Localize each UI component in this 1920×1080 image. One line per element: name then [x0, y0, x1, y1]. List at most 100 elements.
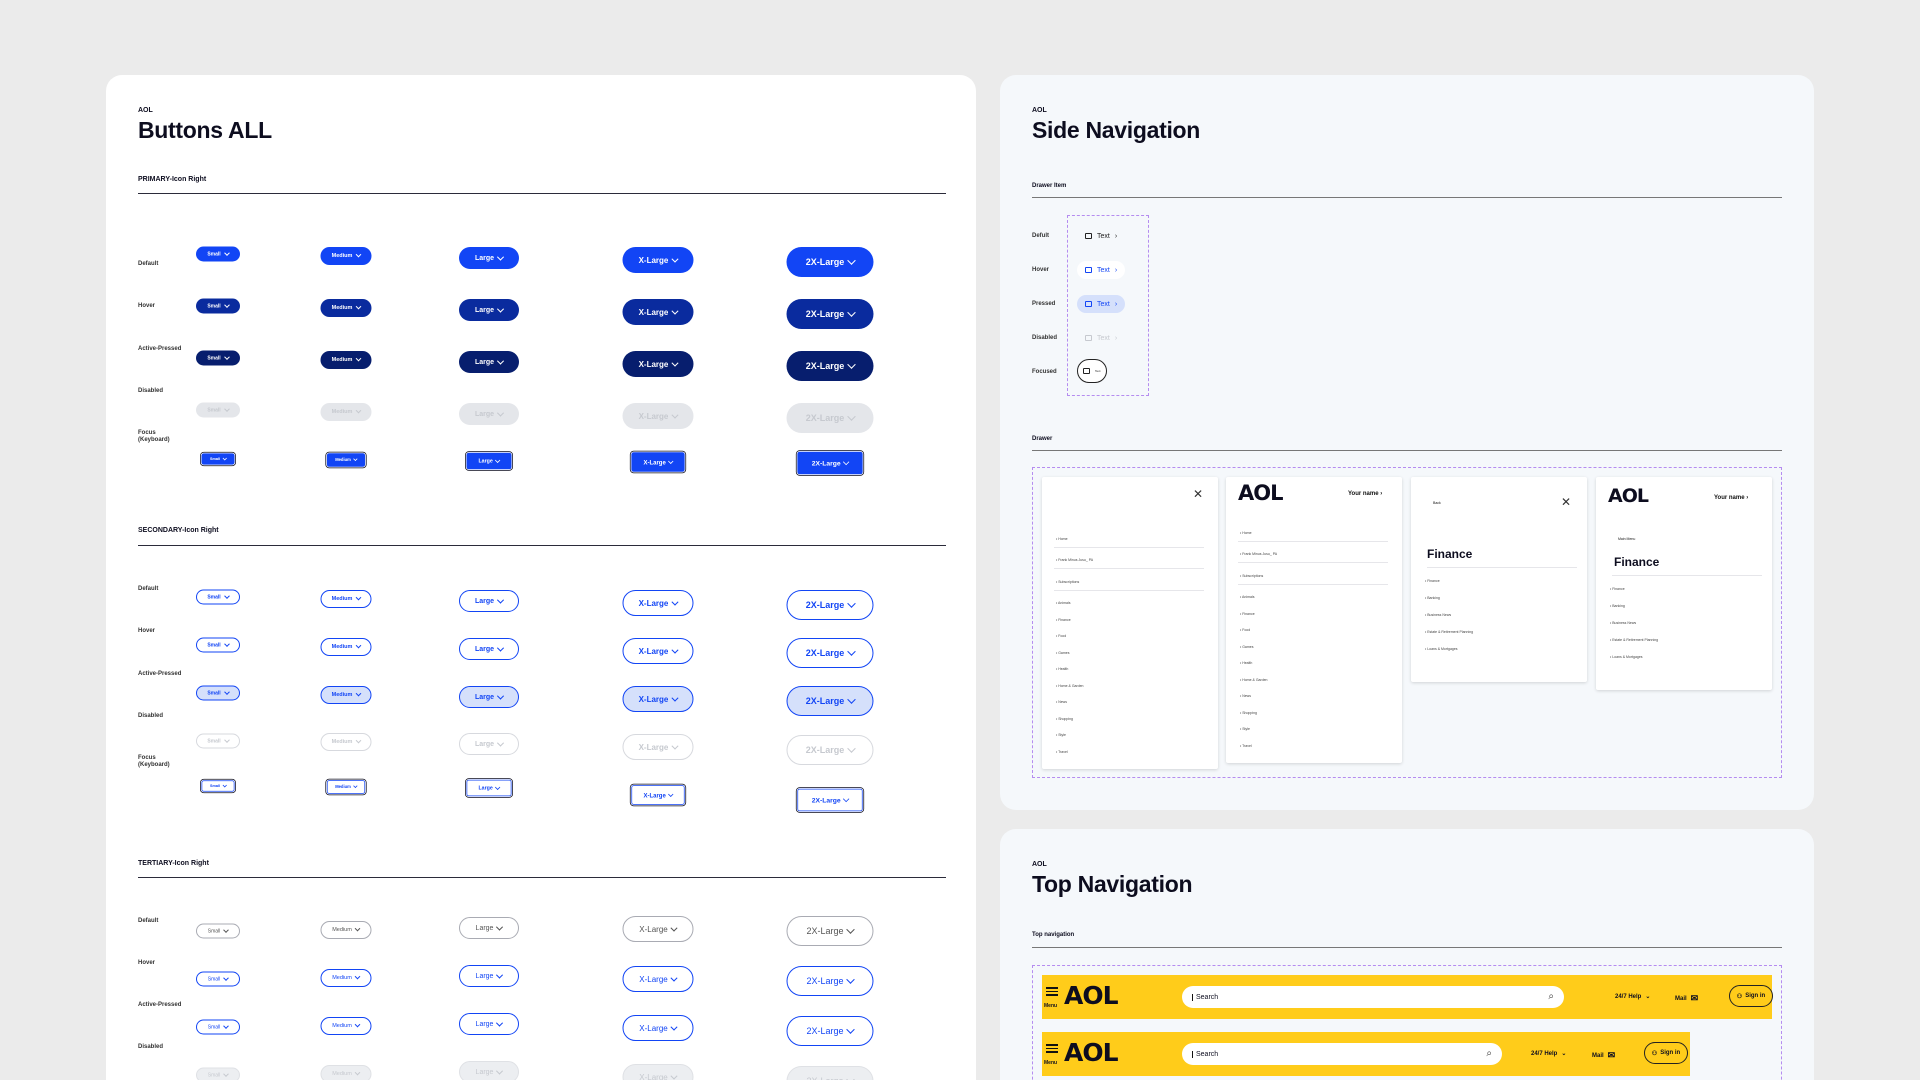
sec-hover-large-button[interactable]: Large — [459, 638, 519, 660]
search-icon[interactable]: ⌕ — [1486, 1048, 1492, 1059]
sec-hover-small-button[interactable]: Small — [196, 637, 240, 653]
drawer-list-item[interactable]: • Shopping — [1240, 710, 1257, 715]
main-menu-link[interactable]: Main Menu — [1618, 537, 1636, 541]
pri-default-large-button[interactable]: Large — [459, 247, 519, 269]
ter-default-2x-large-button[interactable]: 2X-Large — [786, 916, 874, 946]
drawer-list-item[interactable]: • Estate & Retirement Planning — [1610, 638, 1659, 642]
ter-default-x-large-button[interactable]: X-Large — [622, 916, 694, 942]
aol-logo[interactable]: AOL — [1608, 485, 1649, 507]
help-menu[interactable]: 24/7 Help ⌄ — [1615, 993, 1650, 1001]
drawer-list-item[interactable]: • Banking — [1610, 604, 1625, 608]
close-icon[interactable]: ✕ — [1193, 487, 1204, 501]
ter-default-small-button[interactable]: Small — [196, 923, 240, 939]
pri-hover-large-button[interactable]: Large — [459, 299, 519, 321]
pri-default-2x-large-button[interactable]: 2X-Large — [786, 247, 874, 277]
pri-hover-2x-large-button[interactable]: 2X-Large — [786, 299, 874, 329]
pri-focus-small-button[interactable]: Small — [200, 451, 236, 467]
drawer-list-item[interactable]: • Subscriptions — [1240, 573, 1264, 578]
drawer-list-item[interactable]: • Style — [1240, 727, 1250, 732]
sec-active-x-large-button[interactable]: X-Large — [622, 686, 694, 712]
back-link[interactable]: Back — [1433, 501, 1441, 505]
drawer-list-item[interactable]: • Games — [1056, 650, 1070, 655]
drawer-list-item[interactable]: • News — [1240, 694, 1251, 699]
pri-active-medium-button[interactable]: Medium — [320, 351, 372, 369]
search-input[interactable]: Search ⌕ — [1182, 986, 1564, 1008]
ter-hover-x-large-button[interactable]: X-Large — [622, 966, 694, 992]
drawer-list-item[interactable]: • Animals — [1240, 595, 1255, 600]
sec-default-small-button[interactable]: Small — [196, 589, 240, 605]
ter-active-medium-button[interactable]: Medium — [320, 1017, 372, 1035]
drawer-list-item[interactable]: • Home & Garden — [1056, 683, 1084, 688]
drawer-item-focused[interactable]: Text — [1077, 359, 1107, 383]
drawer-item-defult[interactable]: Text › — [1077, 227, 1125, 245]
your-name-menu[interactable]: Your name › — [1714, 495, 1749, 501]
sec-active-medium-button[interactable]: Medium — [320, 686, 372, 704]
sign-in-button[interactable]: ⚇ Sign in — [1729, 985, 1773, 1007]
drawer-list-item[interactable]: • Home — [1056, 537, 1068, 541]
sec-focus-small-button[interactable]: Small — [200, 778, 236, 794]
ter-active-2x-large-button[interactable]: 2X-Large — [786, 1016, 874, 1046]
sign-in-button[interactable]: ⚇ Sign in — [1644, 1042, 1688, 1064]
ter-default-medium-button[interactable]: Medium — [320, 921, 372, 939]
sec-hover-medium-button[interactable]: Medium — [320, 638, 372, 656]
drawer-list-item[interactable]: • Finance — [1610, 587, 1625, 591]
sec-hover-x-large-button[interactable]: X-Large — [622, 638, 694, 664]
ter-hover-2x-large-button[interactable]: 2X-Large — [786, 966, 874, 996]
drawer-list-item[interactable]: • Loans & Mortgages — [1425, 647, 1458, 651]
sec-default-medium-button[interactable]: Medium — [320, 590, 372, 608]
pri-active-small-button[interactable]: Small — [196, 350, 240, 366]
mail-link[interactable]: Mail ✉ — [1675, 993, 1698, 1004]
drawer-list-item[interactable]: • News — [1056, 700, 1067, 705]
pri-default-medium-button[interactable]: Medium — [320, 247, 372, 265]
ter-active-small-button[interactable]: Small — [196, 1019, 240, 1035]
drawer-list-item[interactable]: • Finance — [1425, 579, 1440, 583]
pri-focus-2x-large-button[interactable]: 2X-Large — [795, 450, 865, 476]
drawer-list-item[interactable]: • Finance — [1056, 617, 1071, 622]
pri-default-x-large-button[interactable]: X-Large — [622, 247, 694, 273]
sec-focus-2x-large-button[interactable]: 2X-Large — [795, 787, 865, 813]
ter-hover-medium-button[interactable]: Medium — [320, 969, 372, 987]
aol-logo[interactable]: AOL — [1064, 981, 1119, 1010]
aol-logo[interactable]: AOL — [1238, 481, 1283, 505]
sec-focus-medium-button[interactable]: Medium — [325, 778, 367, 796]
drawer-list-item[interactable]: • Estate & Retirement Planning — [1425, 630, 1474, 634]
drawer-list-item[interactable]: • Animals — [1056, 601, 1071, 606]
drawer-list-item[interactable]: • Business News — [1610, 621, 1637, 625]
drawer-list-item[interactable]: • Business News — [1425, 613, 1452, 617]
sec-active-small-button[interactable]: Small — [196, 685, 240, 701]
mail-link[interactable]: Mail ✉ — [1592, 1050, 1615, 1061]
drawer-item-hover[interactable]: Text › — [1077, 261, 1126, 279]
drawer-list-item[interactable]: • Shopping — [1056, 716, 1073, 721]
pri-focus-medium-button[interactable]: Medium — [325, 451, 367, 469]
pri-active-2x-large-button[interactable]: 2X-Large — [786, 351, 874, 381]
sec-default-large-button[interactable]: Large — [459, 590, 519, 612]
pri-hover-small-button[interactable]: Small — [196, 298, 240, 314]
sec-focus-x-large-button[interactable]: X-Large — [629, 783, 687, 807]
pri-default-small-button[interactable]: Small — [196, 246, 240, 262]
sec-default-2x-large-button[interactable]: 2X-Large — [786, 590, 874, 620]
pri-hover-medium-button[interactable]: Medium — [320, 299, 372, 317]
drawer-list-item[interactable]: • Finance — [1240, 611, 1255, 616]
aol-logo[interactable]: AOL — [1064, 1038, 1119, 1067]
drawer-list-item[interactable]: • Frank Minus Jusu_ PA — [1056, 558, 1094, 563]
pri-active-x-large-button[interactable]: X-Large — [622, 351, 694, 377]
ter-active-x-large-button[interactable]: X-Large — [622, 1015, 694, 1041]
drawer-list-item[interactable]: • Subscriptions — [1056, 579, 1080, 584]
drawer-list-item[interactable]: • Loans & Mortgages — [1610, 655, 1643, 659]
sec-active-2x-large-button[interactable]: 2X-Large — [786, 686, 874, 716]
ter-active-large-button[interactable]: Large — [459, 1013, 519, 1035]
search-icon[interactable]: ⌕ — [1548, 991, 1554, 1002]
pri-focus-large-button[interactable]: Large — [465, 451, 513, 471]
hamburger-icon[interactable] — [1046, 1044, 1058, 1055]
close-icon[interactable]: ✕ — [1561, 495, 1572, 509]
drawer-item-pressed[interactable]: Text › — [1077, 295, 1126, 313]
pri-hover-x-large-button[interactable]: X-Large — [622, 299, 694, 325]
drawer-list-item[interactable]: • Games — [1240, 644, 1254, 649]
ter-hover-large-button[interactable]: Large — [459, 965, 519, 987]
ter-default-large-button[interactable]: Large — [459, 917, 519, 939]
ter-hover-small-button[interactable]: Small — [196, 971, 240, 987]
drawer-list-item[interactable]: • Style — [1056, 733, 1066, 738]
sec-active-large-button[interactable]: Large — [459, 686, 519, 708]
pri-focus-x-large-button[interactable]: X-Large — [629, 450, 687, 474]
drawer-list-item[interactable]: • Health — [1240, 661, 1253, 666]
